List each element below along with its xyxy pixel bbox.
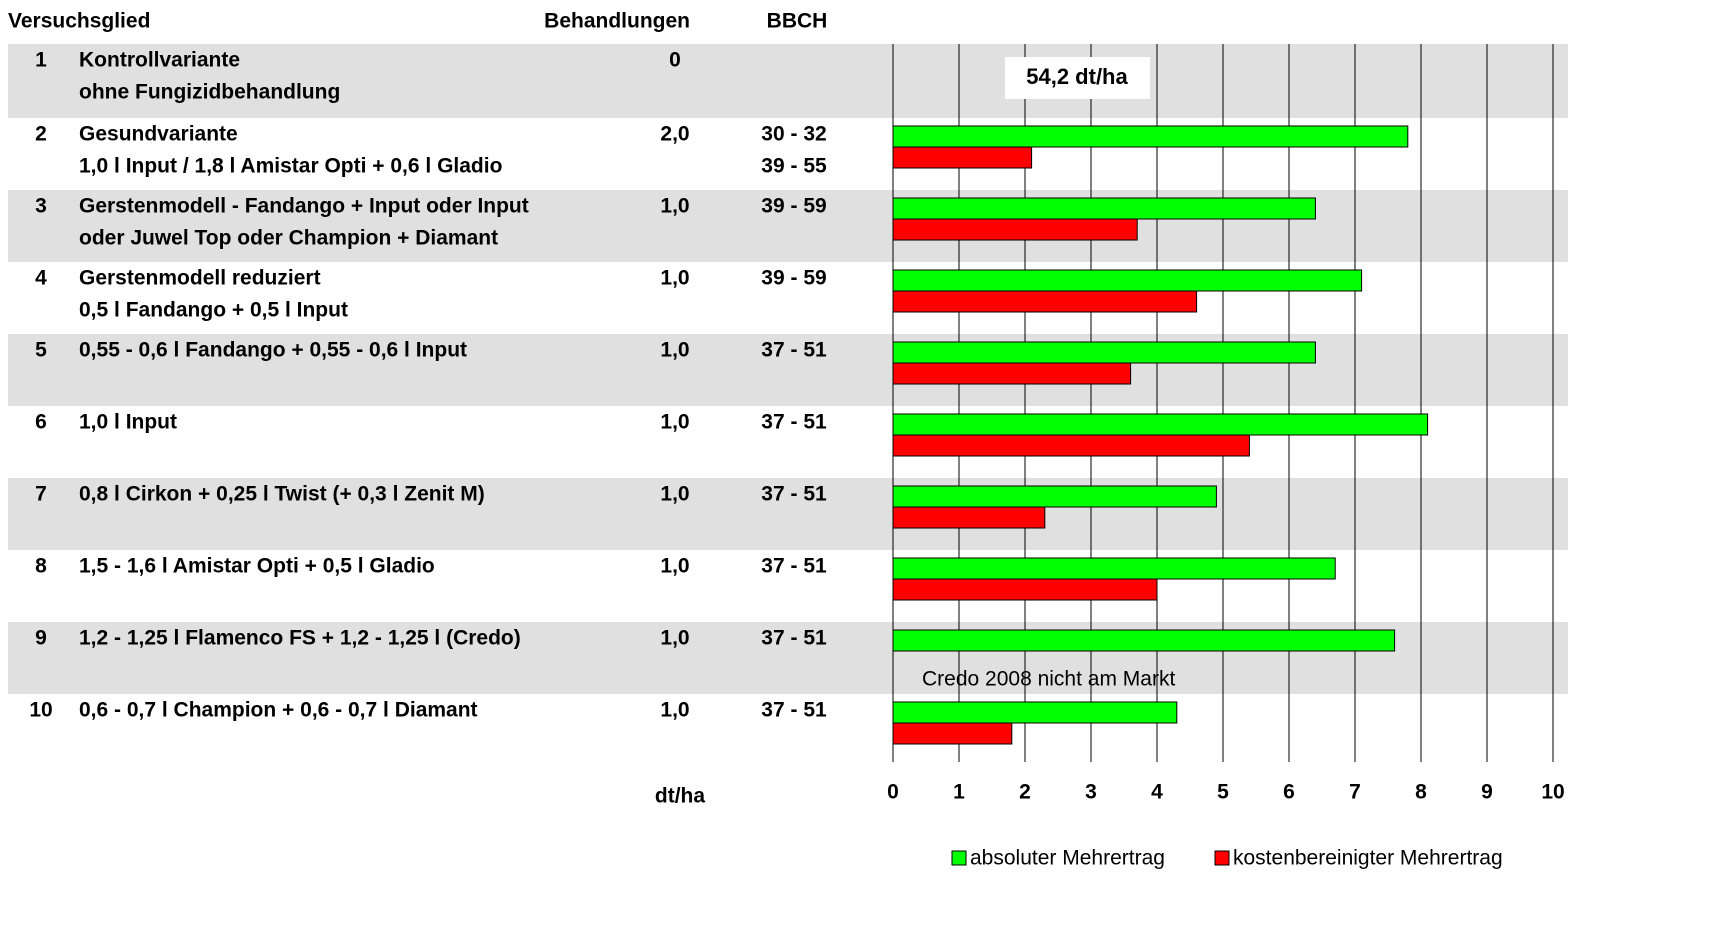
row-bbch: 37 - 51 <box>761 699 827 722</box>
bar <box>892 269 1363 292</box>
x-tick-label: 5 <box>1217 781 1229 804</box>
row-bbch: 37 - 51 <box>761 555 827 578</box>
x-tick-label: 1 <box>953 781 965 804</box>
bar <box>892 218 1138 241</box>
bar <box>892 578 1158 601</box>
annotation-box <box>1005 57 1150 99</box>
row-label: 1,0 l Input / 1,8 l Amistar Opti + 0,6 l… <box>79 155 502 178</box>
row-behandlungen: 1,0 <box>660 555 689 578</box>
row-bbch: 37 - 51 <box>761 411 827 434</box>
legend-swatch <box>1214 850 1230 866</box>
row-number: 10 <box>29 699 52 722</box>
x-tick-label: 6 <box>1283 781 1295 804</box>
row-behandlungen: 1,0 <box>660 339 689 362</box>
x-tick-label: 4 <box>1151 781 1163 804</box>
row-band <box>8 478 1568 550</box>
x-tick-label: 9 <box>1481 781 1493 804</box>
row-label: Gesundvariante <box>79 123 238 146</box>
bar <box>892 290 1198 313</box>
legend-swatch <box>951 850 967 866</box>
row-behandlungen: 2,0 <box>660 123 689 146</box>
row-behandlungen: 1,0 <box>660 627 689 650</box>
x-tick-label: 0 <box>887 781 899 804</box>
row-number: 2 <box>35 123 47 146</box>
row-behandlungen: 1,0 <box>660 267 689 290</box>
row-bbch: 39 - 59 <box>761 195 826 218</box>
bar <box>892 506 1046 529</box>
row-label: oder Juwel Top oder Champion + Diamant <box>79 227 498 250</box>
row-number: 7 <box>35 483 47 506</box>
legend-label: kostenbereinigter Mehrertrag <box>1233 847 1503 870</box>
row-number: 8 <box>35 555 47 578</box>
row-bbch: 39 - 55 <box>761 155 827 178</box>
bar <box>892 722 1013 745</box>
row-behandlungen: 1,0 <box>660 195 689 218</box>
row-bbch: 30 - 32 <box>761 123 826 146</box>
row-bbch: 37 - 51 <box>761 483 827 506</box>
row-label: 1,2 - 1,25 l Flamenco FS + 1,2 - 1,25 l … <box>79 627 521 650</box>
x-axis-label: dt/ha <box>655 785 705 808</box>
bar <box>892 125 1409 148</box>
bar <box>892 485 1217 508</box>
bar <box>892 341 1316 364</box>
row-label: 1,0 l Input <box>79 411 177 434</box>
bar <box>892 629 1396 652</box>
row-label: 0,55 - 0,6 l Fandango + 0,55 - 0,6 l Inp… <box>79 339 467 362</box>
header-behandlungen: Behandlungen <box>544 10 690 33</box>
bar <box>892 413 1429 436</box>
header-versuchsglied: Versuchsglied <box>8 10 150 33</box>
annotation: Credo 2008 nicht am Markt <box>922 668 1175 691</box>
bar <box>892 434 1250 457</box>
row-bbch: 37 - 51 <box>761 339 827 362</box>
x-tick-label: 8 <box>1415 781 1427 804</box>
row-number: 6 <box>35 411 47 434</box>
row-label: 0,5 l Fandango + 0,5 l Input <box>79 299 348 322</box>
row-number: 3 <box>35 195 47 218</box>
row-behandlungen: 1,0 <box>660 699 689 722</box>
row-label: Gerstenmodell reduziert <box>79 267 321 290</box>
row-number: 1 <box>35 49 47 72</box>
row-behandlungen: 1,0 <box>660 411 689 434</box>
row-behandlungen: 0 <box>669 49 681 72</box>
row-band <box>8 44 1568 118</box>
header-bbch: BBCH <box>767 10 828 33</box>
row-number: 4 <box>35 267 47 290</box>
bar <box>892 701 1178 724</box>
x-tick-label: 10 <box>1541 781 1564 804</box>
row-bbch: 37 - 51 <box>761 627 827 650</box>
row-label: 1,5 - 1,6 l Amistar Opti + 0,5 l Gladio <box>79 555 435 578</box>
row-number: 5 <box>35 339 47 362</box>
row-bbch: 39 - 59 <box>761 267 826 290</box>
row-behandlungen: 1,0 <box>660 483 689 506</box>
row-label: 0,8 l Cirkon + 0,25 l Twist (+ 0,3 l Zen… <box>79 483 485 506</box>
row-label: Gerstenmodell - Fandango + Input oder In… <box>79 195 529 218</box>
x-tick-label: 7 <box>1349 781 1361 804</box>
legend-label: absoluter Mehrertrag <box>970 847 1165 870</box>
annotation: 54,2 dt/ha <box>1026 64 1128 89</box>
bar <box>892 557 1336 580</box>
bar <box>892 197 1316 220</box>
row-label: ohne Fungizidbehandlung <box>79 81 340 104</box>
row-label: 0,6 - 0,7 l Champion + 0,6 - 0,7 l Diama… <box>79 699 478 722</box>
row-label: Kontrollvariante <box>79 49 240 72</box>
bar <box>892 146 1033 169</box>
x-tick-label: 2 <box>1019 781 1031 804</box>
x-tick-label: 3 <box>1085 781 1097 804</box>
bar <box>892 362 1132 385</box>
row-number: 9 <box>35 627 47 650</box>
